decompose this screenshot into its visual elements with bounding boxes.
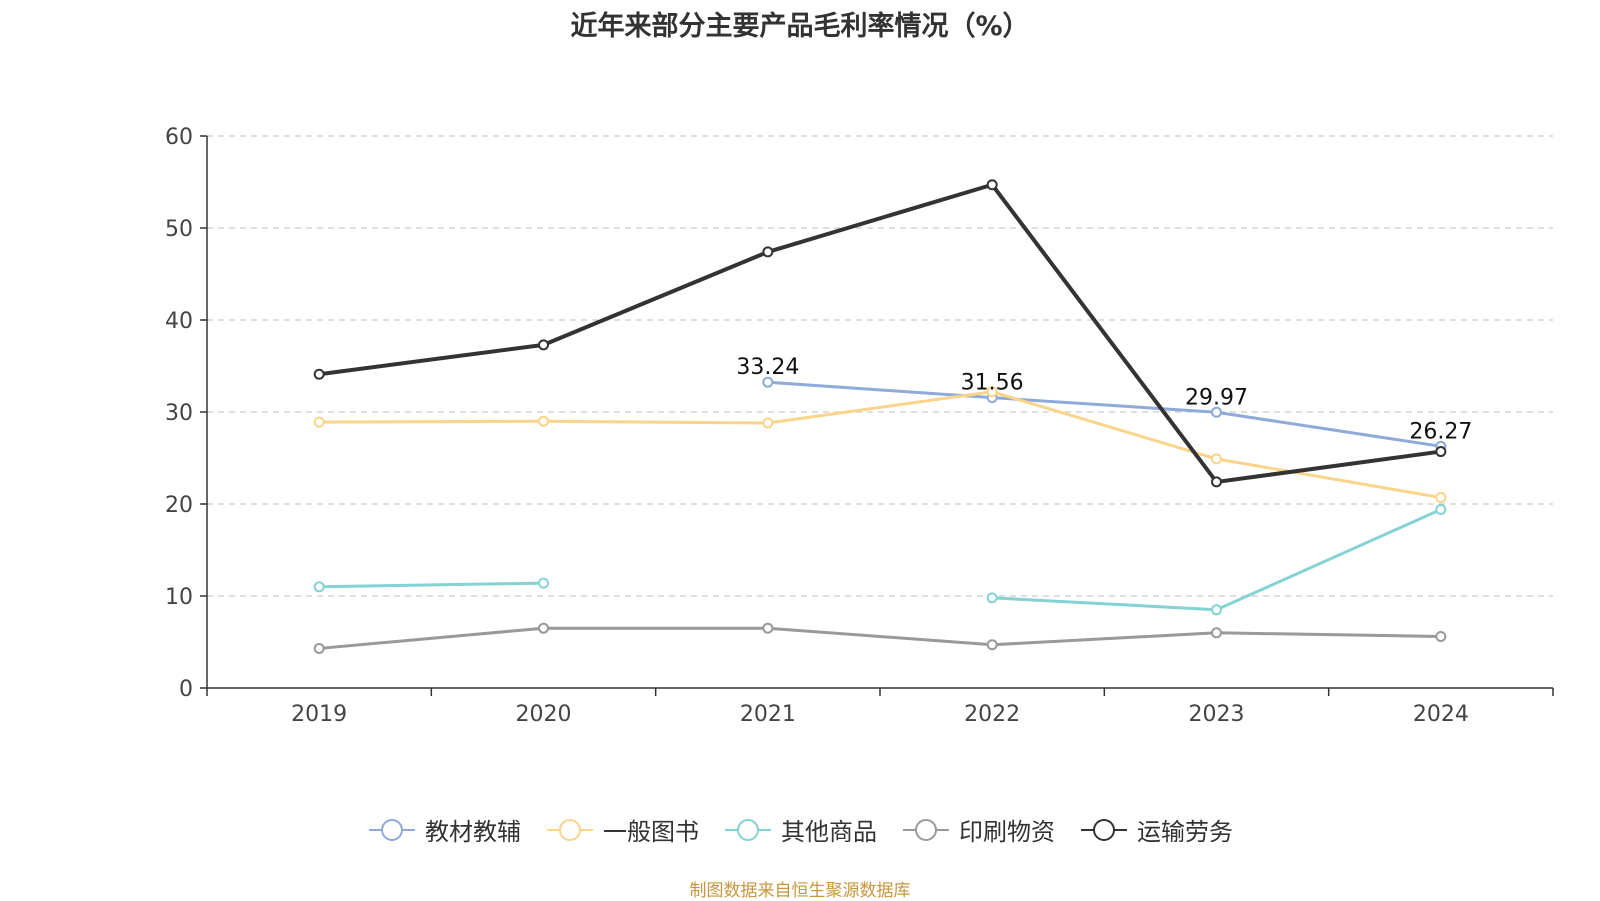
data-point	[1211, 604, 1222, 616]
data-point	[986, 386, 998, 398]
legend-label: 一般图书	[603, 818, 699, 846]
data-point	[1435, 630, 1447, 642]
legend-line-icon	[369, 818, 415, 841]
x-tick-label: 2021	[740, 702, 796, 727]
line-chart: 0 10 20 30 40 50 60 2019 2020 2021 2022 2023 2024 33…	[165, 125, 1554, 727]
y-tick-label: 40	[165, 309, 193, 334]
x-tick-label: 2020	[516, 702, 572, 727]
x-tick-label: 2022	[964, 702, 1020, 727]
series-4	[313, 622, 1447, 654]
y-tick-label: 30	[165, 401, 193, 426]
series-1	[762, 376, 1447, 452]
series-2	[313, 386, 1447, 504]
legend-label: 其他商品	[781, 818, 877, 846]
data-point	[1435, 446, 1447, 458]
legend-item[interactable]: 教材教辅	[367, 812, 521, 847]
series-line	[319, 626, 1441, 650]
data-point	[762, 376, 774, 388]
data-point	[313, 416, 325, 428]
data-point	[1435, 492, 1447, 504]
series-line	[319, 581, 544, 589]
series-3	[313, 504, 1447, 616]
axes: 0 10 20 30 40 50 60 2019 2020 2021 2022 2023 2024	[165, 125, 1554, 727]
x-tick-label: 2019	[291, 702, 347, 727]
y-tick-label: 10	[165, 585, 193, 610]
data-label: 31.56	[961, 371, 1024, 396]
legend-line-icon	[725, 818, 771, 841]
data-point	[538, 415, 549, 427]
chart-title: 近年来部分主要产品毛利率情况（%）	[570, 11, 1030, 42]
legend-label: 运输劳务	[1137, 818, 1233, 846]
data-point	[762, 622, 774, 634]
legend-item[interactable]: 印刷物资	[901, 812, 1055, 847]
data-labels: 33.24 31.56 29.97 26.27	[736, 355, 1472, 444]
legend-line-icon	[1081, 818, 1127, 841]
data-point	[313, 368, 325, 380]
data-point	[986, 179, 998, 191]
data-point	[986, 592, 998, 604]
data-point	[1211, 627, 1222, 639]
x-tick-label: 2024	[1413, 702, 1469, 727]
y-tick-label: 50	[165, 217, 193, 242]
legend-line-icon	[547, 818, 593, 841]
legend-marker	[737, 818, 759, 841]
data-point	[762, 417, 774, 429]
data-point	[1435, 504, 1447, 516]
series-line	[767, 380, 1442, 448]
data-label: 26.27	[1409, 419, 1472, 444]
legend-marker	[381, 818, 403, 841]
data-label: 33.24	[736, 355, 799, 380]
source-note: 制图数据来自恒生聚源数据库	[689, 881, 911, 901]
data-point	[1211, 453, 1222, 465]
gridlines	[207, 135, 1553, 597]
series-line	[319, 390, 1442, 500]
legend-marker	[559, 818, 581, 841]
legend-item[interactable]: 运输劳务	[1079, 812, 1233, 847]
y-tick-label: 0	[179, 677, 193, 702]
y-tick-label: 60	[165, 125, 193, 150]
legend-label: 印刷物资	[959, 818, 1055, 846]
legend-label: 教材教辅	[425, 818, 521, 846]
series-line	[992, 508, 1442, 612]
legend: 教材教辅 一般图书 其他商品 印刷物资 运输劳务	[0, 812, 1600, 847]
legend-line-icon	[903, 818, 949, 841]
x-tick-label: 2023	[1189, 702, 1245, 727]
series-line	[318, 182, 1442, 484]
legend-item[interactable]: 一般图书	[545, 812, 699, 847]
data-point	[762, 246, 774, 258]
data-point	[538, 622, 549, 634]
data-point	[313, 581, 325, 593]
data-label: 29.97	[1185, 385, 1248, 410]
data-point	[1211, 476, 1222, 488]
series-5	[313, 179, 1447, 488]
legend-marker	[1093, 818, 1115, 841]
data-point	[1211, 406, 1222, 418]
y-tick-label: 20	[165, 493, 193, 518]
legend-marker	[915, 818, 937, 841]
data-point	[986, 639, 998, 651]
data-point	[538, 577, 549, 589]
data-point	[313, 642, 325, 654]
legend-item[interactable]: 其他商品	[723, 812, 877, 847]
data-point	[538, 339, 549, 351]
series-lines	[313, 179, 1447, 654]
